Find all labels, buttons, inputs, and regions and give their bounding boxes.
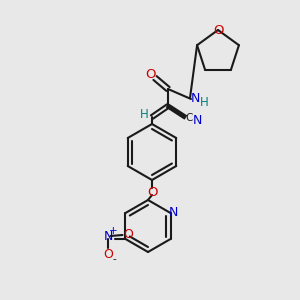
Text: C: C xyxy=(185,113,193,123)
Text: O: O xyxy=(146,68,156,80)
Text: N: N xyxy=(192,115,202,128)
Text: H: H xyxy=(200,97,208,110)
Text: N: N xyxy=(169,206,178,220)
Text: N: N xyxy=(190,92,200,106)
Text: O: O xyxy=(103,248,113,260)
Text: +: + xyxy=(109,226,118,236)
Text: -: - xyxy=(112,254,116,264)
Text: N: N xyxy=(104,230,113,242)
Text: O: O xyxy=(213,23,223,37)
Text: O: O xyxy=(147,185,157,199)
Text: H: H xyxy=(140,109,148,122)
Text: O: O xyxy=(124,227,134,241)
